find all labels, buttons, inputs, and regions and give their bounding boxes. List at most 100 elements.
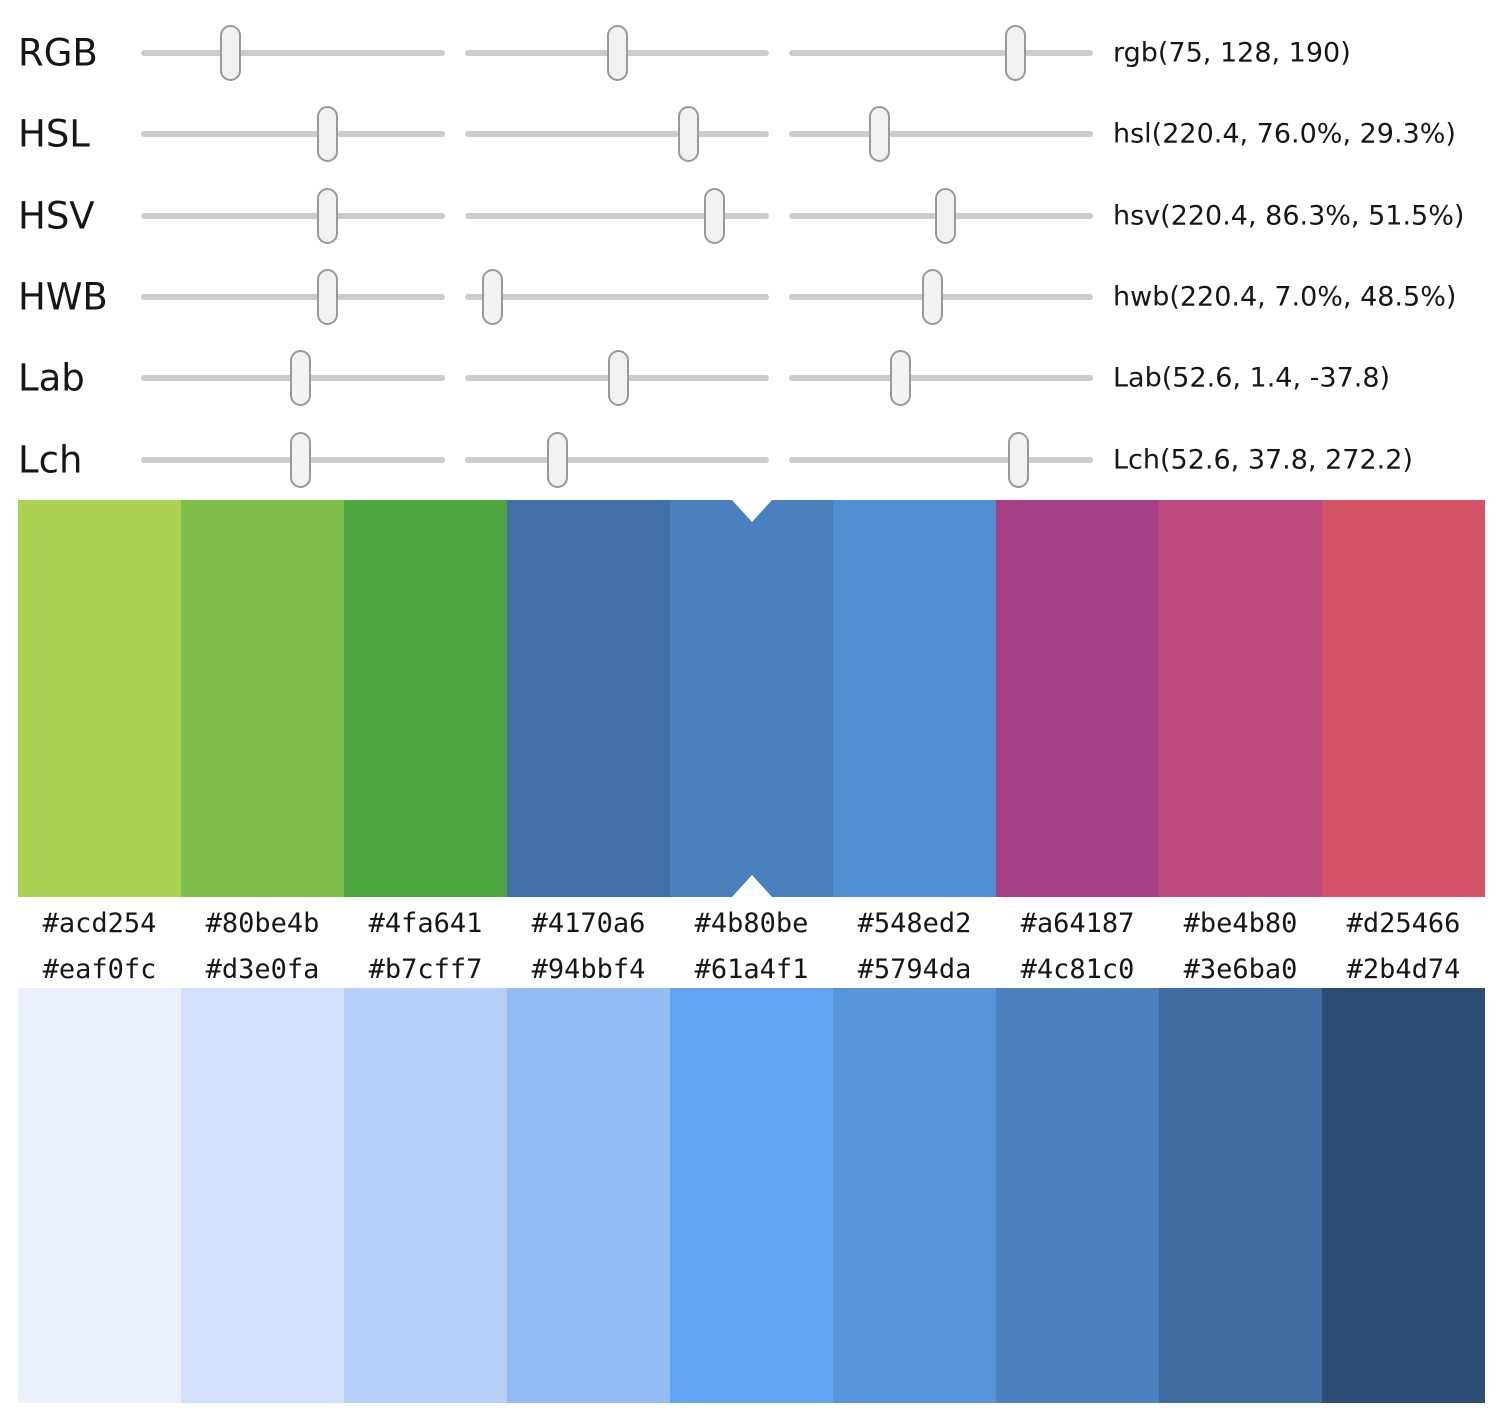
slider-lch-hue[interactable]: [789, 432, 1093, 488]
slider-thumb-rgb-red[interactable]: [219, 25, 241, 81]
slider-thumb-lch-lightness[interactable]: [290, 432, 312, 488]
color-swatch[interactable]: [344, 988, 507, 1403]
slider-row-label-lch: Lch: [18, 438, 83, 482]
slider-hwb-blackness[interactable]: [789, 269, 1093, 325]
slider-rgb-green[interactable]: [465, 25, 769, 81]
slider-track[interactable]: [141, 131, 445, 137]
slider-thumb-lab-lightness[interactable]: [290, 350, 312, 406]
slider-thumb-hwb-whiteness[interactable]: [481, 269, 503, 325]
slider-thumb-hsl-lightness[interactable]: [868, 106, 890, 162]
slider-value-hsv: hsv(220.4, 86.3%, 51.5%): [1113, 200, 1465, 232]
slider-thumb-hsl-saturation[interactable]: [677, 106, 699, 162]
slider-hsv-value[interactable]: [789, 188, 1093, 244]
swatch-hex-label: #acd254: [42, 907, 157, 939]
color-swatch[interactable]: [18, 500, 181, 897]
palette-strip-hue-variants: [18, 500, 1485, 897]
slider-row-label-hsv: HSV: [18, 194, 95, 238]
slider-track[interactable]: [465, 457, 769, 463]
slider-row-rgb: RGB rgb(75, 128, 190): [0, 12, 1501, 94]
color-swatch[interactable]: [344, 500, 507, 897]
swatch-hex-label: #a64187: [1020, 907, 1135, 939]
swatch-hex-label: #548ed2: [857, 907, 972, 939]
slider-thumb-lch-chroma[interactable]: [546, 432, 568, 488]
color-swatch[interactable]: [833, 988, 996, 1403]
slider-thumb-lab-b[interactable]: [889, 350, 911, 406]
color-swatch[interactable]: [507, 500, 670, 897]
selected-swatch-marker-top-icon: [731, 500, 772, 522]
slider-lch-lightness[interactable]: [141, 432, 445, 488]
swatch-hex-label: #be4b80: [1183, 907, 1298, 939]
swatch-hex-label: #2b4d74: [1346, 953, 1461, 985]
slider-thumb-hsv-hue[interactable]: [316, 188, 338, 244]
color-swatch[interactable]: [833, 500, 996, 897]
slider-thumb-lch-hue[interactable]: [1008, 432, 1030, 488]
slider-value-hsl: hsl(220.4, 76.0%, 29.3%): [1113, 118, 1456, 150]
slider-track[interactable]: [465, 213, 769, 219]
slider-track[interactable]: [789, 50, 1093, 56]
color-swatch[interactable]: [1159, 988, 1322, 1403]
slider-track[interactable]: [141, 294, 445, 300]
color-swatch[interactable]: [181, 988, 344, 1403]
slider-thumb-hwb-blackness[interactable]: [921, 269, 943, 325]
color-model-sliders: RGB rgb(75, 128, 190) HSL hsl(220.: [0, 0, 1501, 490]
slider-track[interactable]: [141, 50, 445, 56]
color-swatch[interactable]: [507, 988, 670, 1403]
slider-value-hwb: hwb(220.4, 7.0%, 48.5%): [1113, 281, 1457, 313]
swatch-hex-label: #4b80be: [694, 907, 809, 939]
swatch-hex-label: #eaf0fc: [42, 953, 157, 985]
palette-hex-labels-bottom: #eaf0fc #d3e0fa #b7cff7 #94bbf4 #61a4f1 #5794…: [18, 946, 1485, 992]
slider-row-label-rgb: RGB: [18, 31, 98, 75]
swatch-hex-label: #94bbf4: [531, 953, 646, 985]
slider-track[interactable]: [789, 457, 1093, 463]
slider-value-lch: Lch(52.6, 37.8, 272.2): [1113, 444, 1413, 476]
slider-lab-b[interactable]: [789, 350, 1093, 406]
swatch-hex-label: #b7cff7: [368, 953, 483, 985]
color-swatch[interactable]: [1322, 500, 1485, 897]
slider-row-hwb: HWB hwb(220.4, 7.0%, 48.5%): [0, 256, 1501, 338]
slider-rgb-blue[interactable]: [789, 25, 1093, 81]
slider-value-lab: Lab(52.6, 1.4, -37.8): [1113, 362, 1391, 394]
swatch-hex-label: #4170a6: [531, 907, 646, 939]
slider-hwb-whiteness[interactable]: [465, 269, 769, 325]
slider-thumb-rgb-blue[interactable]: [1004, 25, 1026, 81]
slider-value-rgb: rgb(75, 128, 190): [1113, 37, 1351, 69]
slider-hsl-hue[interactable]: [141, 106, 445, 162]
slider-thumb-hwb-hue[interactable]: [316, 269, 338, 325]
palette-hex-labels-top: #acd254 #80be4b #4fa641 #4170a6 #4b80be #548e…: [18, 900, 1485, 946]
slider-hsv-hue[interactable]: [141, 188, 445, 244]
color-swatch[interactable]: [996, 500, 1159, 897]
swatch-hex-label: #5794da: [857, 953, 972, 985]
slider-row-label-hsl: HSL: [18, 112, 90, 156]
slider-track[interactable]: [789, 375, 1093, 381]
swatch-hex-label: #80be4b: [205, 907, 320, 939]
color-swatch[interactable]: [996, 988, 1159, 1403]
slider-track[interactable]: [789, 131, 1093, 137]
color-swatch[interactable]: [18, 988, 181, 1403]
slider-row-label-lab: Lab: [18, 356, 85, 400]
color-swatch[interactable]: [181, 500, 344, 897]
slider-lab-a[interactable]: [465, 350, 769, 406]
slider-track[interactable]: [465, 294, 769, 300]
slider-hsv-saturation[interactable]: [465, 188, 769, 244]
slider-hwb-hue[interactable]: [141, 269, 445, 325]
color-swatch[interactable]: [1159, 500, 1322, 897]
slider-thumb-hsl-hue[interactable]: [316, 106, 338, 162]
slider-track[interactable]: [141, 213, 445, 219]
slider-thumb-lab-a[interactable]: [608, 350, 630, 406]
slider-row-hsl: HSL hsl(220.4, 76.0%, 29.3%): [0, 93, 1501, 175]
slider-rgb-red[interactable]: [141, 25, 445, 81]
slider-lab-lightness[interactable]: [141, 350, 445, 406]
slider-hsl-lightness[interactable]: [789, 106, 1093, 162]
swatch-hex-label: #4c81c0: [1020, 953, 1135, 985]
slider-row-lch: Lch Lch(52.6, 37.8, 272.2): [0, 419, 1501, 501]
slider-thumb-hsv-saturation[interactable]: [704, 188, 726, 244]
color-swatch[interactable]: [670, 500, 833, 897]
slider-thumb-hsv-value[interactable]: [935, 188, 957, 244]
palette-strip-shade-variants: [18, 988, 1485, 1403]
slider-track[interactable]: [465, 131, 769, 137]
slider-thumb-rgb-green[interactable]: [607, 25, 629, 81]
color-swatch[interactable]: [1322, 988, 1485, 1403]
slider-hsl-saturation[interactable]: [465, 106, 769, 162]
color-swatch[interactable]: [670, 988, 833, 1403]
slider-lch-chroma[interactable]: [465, 432, 769, 488]
